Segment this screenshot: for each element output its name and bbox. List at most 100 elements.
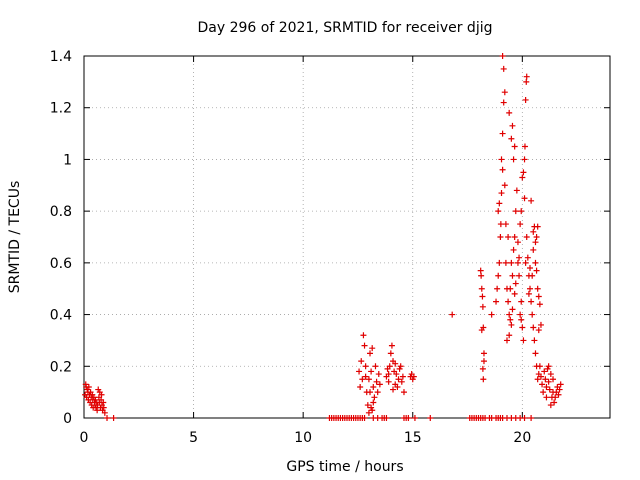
y-tick-label: 0.4 — [50, 308, 72, 324]
data-point — [398, 378, 405, 385]
data-point — [547, 371, 554, 378]
data-point — [528, 415, 535, 421]
data-point — [477, 267, 484, 274]
data-point — [376, 381, 383, 388]
data-point — [478, 272, 485, 279]
data-point — [514, 239, 521, 246]
data-point — [365, 376, 372, 383]
data-point — [511, 290, 518, 297]
data-point — [534, 223, 541, 230]
data-point — [535, 293, 542, 300]
data-point — [479, 293, 486, 300]
data-point — [546, 386, 553, 393]
data-point — [478, 285, 485, 292]
y-axis-label: SRMTID / TECUs — [7, 181, 23, 294]
data-point — [524, 254, 531, 261]
data-point — [502, 259, 509, 266]
data-point — [522, 259, 529, 266]
data-point — [499, 130, 506, 137]
data-point — [449, 311, 456, 318]
data-point — [499, 53, 506, 59]
data-point — [506, 109, 513, 116]
data-point — [373, 378, 380, 385]
data-point — [518, 316, 525, 323]
x-tick-label: 10 — [294, 430, 312, 446]
data-point — [370, 383, 377, 390]
data-point — [532, 239, 539, 246]
data-point — [501, 182, 508, 189]
data-point — [518, 298, 525, 305]
data-point — [508, 321, 515, 328]
data-point — [552, 394, 559, 401]
data-point — [522, 96, 529, 103]
data-point — [369, 407, 376, 414]
axis-ticks: 0 5 10 15 20 0 0.2 0.4 0.6 0.8 1 1.2 1.4 — [50, 49, 610, 446]
y-tick-label: 0.6 — [50, 256, 72, 272]
data-point — [557, 381, 564, 388]
data-point — [364, 402, 371, 409]
data-point — [427, 415, 434, 421]
data-point — [510, 156, 517, 163]
y-tick-label: 1.4 — [50, 49, 72, 65]
data-point — [495, 272, 502, 279]
data-point — [535, 327, 542, 334]
data-point — [361, 415, 368, 421]
data-point — [372, 363, 379, 370]
data-points — [82, 53, 564, 421]
data-point — [356, 368, 363, 375]
x-tick-label: 5 — [189, 430, 198, 446]
data-point — [519, 174, 526, 181]
data-point — [556, 386, 563, 393]
data-point — [365, 409, 372, 416]
data-point — [530, 246, 537, 253]
data-point — [527, 265, 534, 272]
data-point — [528, 298, 535, 305]
data-point — [520, 169, 527, 176]
data-point — [523, 73, 530, 80]
data-point — [497, 234, 504, 240]
y-tick-label: 0 — [63, 411, 72, 427]
data-point — [411, 415, 418, 421]
y-tick-label: 0.2 — [50, 359, 72, 375]
data-point — [506, 311, 513, 318]
data-point — [479, 365, 486, 372]
data-point — [523, 78, 530, 85]
data-point — [534, 376, 541, 383]
x-tick-label: 0 — [80, 430, 89, 446]
data-point — [503, 337, 510, 344]
data-point — [480, 376, 487, 383]
x-tick-label: 15 — [404, 430, 422, 446]
data-point — [537, 373, 544, 380]
data-point — [360, 332, 367, 339]
data-point — [505, 234, 512, 240]
data-point — [525, 290, 532, 297]
data-point — [521, 415, 528, 421]
data-point — [529, 311, 536, 318]
data-point — [543, 383, 550, 390]
data-point — [530, 228, 537, 235]
data-point — [369, 345, 376, 352]
data-point — [488, 311, 495, 318]
data-point — [514, 259, 521, 266]
data-point — [532, 259, 539, 266]
data-point — [498, 190, 505, 197]
data-point — [383, 415, 390, 421]
data-point — [394, 383, 401, 390]
data-point — [545, 363, 552, 370]
data-point — [530, 324, 537, 331]
x-tick-label: 20 — [513, 430, 531, 446]
data-point — [507, 285, 514, 292]
data-point — [528, 197, 535, 204]
data-point — [513, 187, 520, 194]
data-point — [496, 259, 503, 266]
data-point — [478, 327, 485, 334]
data-point — [532, 350, 539, 357]
data-point — [518, 208, 525, 215]
data-point — [547, 402, 554, 409]
data-point — [527, 285, 534, 292]
data-point — [511, 234, 518, 240]
data-point — [537, 321, 544, 328]
data-point — [405, 415, 412, 421]
data-point — [516, 254, 523, 261]
data-point — [500, 65, 507, 72]
